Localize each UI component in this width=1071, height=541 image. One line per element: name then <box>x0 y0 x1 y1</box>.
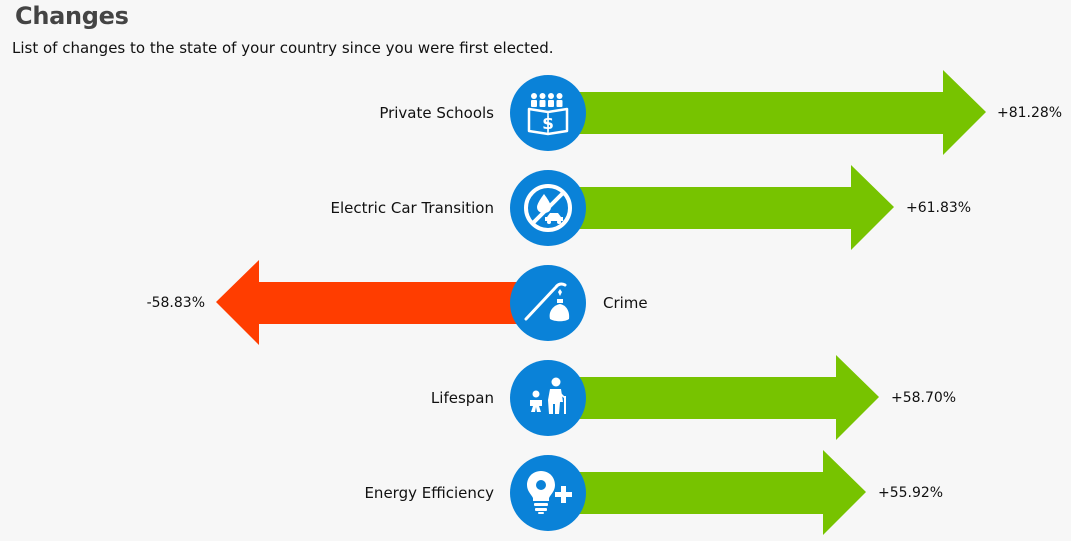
change-label: Crime <box>603 294 648 312</box>
positive-arrow <box>548 165 894 250</box>
change-label: Private Schools <box>379 104 494 122</box>
change-label: Lifespan <box>430 389 494 407</box>
change-value: +81.28% <box>997 105 1063 121</box>
lifespan-icon <box>510 360 586 436</box>
change-label: Electric Car Transition <box>330 199 495 217</box>
positive-arrow <box>548 70 986 155</box>
electric-car-icon <box>510 170 586 246</box>
change-row-lifespan: Lifespan +58.70% <box>0 353 1071 443</box>
change-row-energy-efficiency: Energy Efficiency +55.92% <box>0 448 1071 538</box>
page-title: Changes <box>15 2 129 30</box>
crime-icon <box>510 265 586 341</box>
page-subtitle: List of changes to the state of your cou… <box>12 39 554 57</box>
private-schools-icon: $ <box>510 75 586 151</box>
energy-efficiency-icon <box>510 455 586 531</box>
change-row-private-schools: Private Schools $ +81.28% <box>0 68 1071 158</box>
positive-arrow <box>548 355 879 440</box>
change-value: +61.83% <box>906 200 972 216</box>
change-value: -58.83% <box>146 295 205 311</box>
positive-arrow <box>548 450 866 535</box>
change-label: Energy Efficiency <box>364 484 494 502</box>
change-row-electric-car-transition: Electric Car Transition +61.83% <box>0 163 1071 253</box>
change-row-crime: -58.83% Crime <box>0 258 1071 348</box>
svg-text:$: $ <box>542 114 554 134</box>
change-value: +55.92% <box>878 485 944 501</box>
negative-arrow <box>216 260 548 345</box>
change-value: +58.70% <box>891 390 957 406</box>
